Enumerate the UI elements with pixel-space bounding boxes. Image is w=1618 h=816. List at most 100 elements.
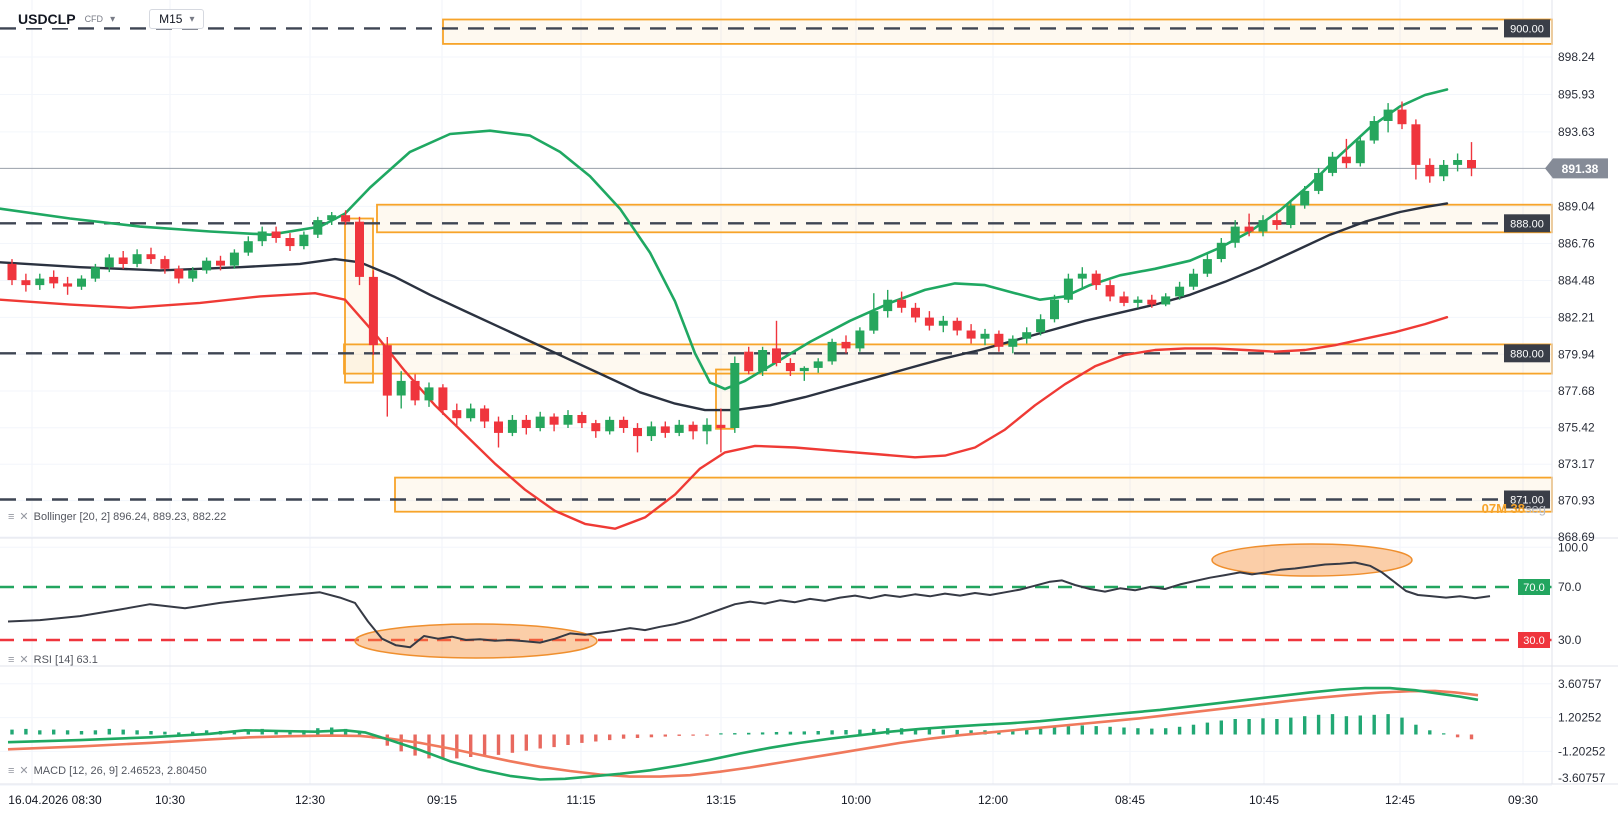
candle-up[interactable] <box>1008 338 1018 347</box>
candle-down[interactable] <box>785 363 795 372</box>
candle-up[interactable] <box>1383 109 1393 121</box>
time-axis[interactable]: 16.04.2026 08:30 10:30 12:30 09:15 11:15 13:1… <box>8 793 1538 807</box>
candle-up[interactable] <box>1063 278 1073 300</box>
candle-down[interactable] <box>952 320 962 331</box>
candle-up[interactable] <box>229 252 239 266</box>
candle-up[interactable] <box>396 380 406 396</box>
supply-demand-zones[interactable] <box>343 18 1553 513</box>
candle-down[interactable] <box>924 317 934 326</box>
indicator-settings-icon[interactable]: ≡ <box>8 510 15 523</box>
candle-up[interactable] <box>132 254 142 264</box>
candle-down[interactable] <box>452 410 462 419</box>
candle-up[interactable] <box>535 416 545 428</box>
candle-down[interactable] <box>341 215 351 222</box>
candle-down[interactable] <box>660 426 670 433</box>
candlesticks[interactable] <box>7 101 1477 453</box>
price-axis[interactable]: 898.24 895.93 893.63 889.04 886.76 884.48 882.… <box>1504 19 1608 785</box>
macd-line[interactable] <box>7 686 1479 781</box>
bollinger-middle-band[interactable] <box>0 202 1449 412</box>
candle-down[interactable] <box>271 231 281 239</box>
candle-down[interactable] <box>633 428 642 437</box>
candle-up[interactable] <box>327 215 337 221</box>
rsi-highlight-ellipse[interactable] <box>1211 543 1413 577</box>
candle-down[interactable] <box>549 416 559 425</box>
candle-down[interactable] <box>1147 299 1157 305</box>
candle-down[interactable] <box>744 351 754 372</box>
indicator-remove-icon[interactable]: ✕ <box>19 764 29 777</box>
candle-down[interactable] <box>1425 164 1435 177</box>
candle-up[interactable] <box>1369 121 1379 141</box>
candle-up[interactable] <box>883 299 893 312</box>
candle-down[interactable] <box>1244 226 1254 232</box>
candle-up[interactable] <box>1355 140 1365 164</box>
rsi-highlight-ellipse[interactable] <box>354 623 598 659</box>
candle-up[interactable] <box>299 234 309 247</box>
macd-signal-line[interactable] <box>7 689 1479 778</box>
candle-down[interactable] <box>382 345 392 396</box>
candle-up[interactable] <box>1189 273 1198 287</box>
candle-up[interactable] <box>1022 332 1032 339</box>
candle-down[interactable] <box>63 283 73 287</box>
candle-up[interactable] <box>1314 173 1324 191</box>
candle-down[interactable] <box>1467 160 1476 169</box>
candle-up[interactable] <box>980 333 990 339</box>
candle-down[interactable] <box>368 276 378 346</box>
candle-down[interactable] <box>355 221 364 277</box>
candle-down[interactable] <box>118 257 128 265</box>
candle-up[interactable] <box>1439 164 1449 177</box>
candle-down[interactable] <box>285 238 295 247</box>
candle-up[interactable] <box>1258 220 1268 232</box>
candle-up[interactable] <box>938 320 948 326</box>
candle-up[interactable] <box>563 415 573 425</box>
candle-down[interactable] <box>174 268 184 279</box>
candle-down[interactable] <box>897 299 907 308</box>
candle-up[interactable] <box>1161 296 1171 305</box>
candle-up[interactable] <box>243 241 253 253</box>
zone-rect[interactable] <box>343 343 1553 375</box>
candle-down[interactable] <box>772 348 781 363</box>
candle-down[interactable] <box>841 341 851 349</box>
candle-up[interactable] <box>1328 156 1337 173</box>
candle-up[interactable] <box>1202 259 1212 274</box>
zone-rect[interactable] <box>394 476 1553 513</box>
candle-up[interactable] <box>77 278 86 287</box>
candle-down[interactable] <box>494 421 503 433</box>
indicator-settings-icon[interactable]: ≡ <box>8 653 15 666</box>
bollinger-bands[interactable] <box>0 88 1449 530</box>
candle-down[interactable] <box>1397 109 1407 125</box>
candle-up[interactable] <box>1216 242 1226 259</box>
candle-up[interactable] <box>313 220 323 235</box>
indicator-remove-icon[interactable]: ✕ <box>19 653 29 666</box>
bollinger-upper-band[interactable] <box>0 88 1449 391</box>
candle-down[interactable] <box>1411 124 1421 165</box>
candle-up[interactable] <box>855 330 865 349</box>
indicator-settings-icon[interactable]: ≡ <box>8 764 15 777</box>
candle-down[interactable] <box>160 259 170 269</box>
candle-down[interactable] <box>146 254 156 260</box>
symbol-name[interactable]: USDCLP <box>16 10 78 28</box>
candle-down[interactable] <box>49 276 59 284</box>
zone-rect[interactable] <box>442 18 1553 45</box>
candle-up[interactable] <box>1133 299 1143 303</box>
candle-down[interactable] <box>410 380 420 401</box>
candle-down[interactable] <box>438 387 448 411</box>
candle-down[interactable] <box>1341 156 1351 164</box>
candle-down[interactable] <box>480 408 490 422</box>
candle-up[interactable] <box>507 419 517 433</box>
candle-down[interactable] <box>619 419 629 428</box>
candle-up[interactable] <box>1286 205 1296 226</box>
candle-down[interactable] <box>1091 273 1101 286</box>
candle-down[interactable] <box>911 307 920 318</box>
candle-down[interactable] <box>7 263 17 281</box>
candle-down[interactable] <box>1272 220 1282 225</box>
candle-down[interactable] <box>1119 296 1129 303</box>
candle-up[interactable] <box>188 270 198 279</box>
candle-up[interactable] <box>1300 190 1310 206</box>
candle-down[interactable] <box>216 260 225 266</box>
candle-down[interactable] <box>521 419 531 428</box>
candle-up[interactable] <box>646 426 656 437</box>
candle-down[interactable] <box>994 333 1004 347</box>
candle-up[interactable] <box>90 267 100 279</box>
candle-up[interactable] <box>1050 299 1059 320</box>
